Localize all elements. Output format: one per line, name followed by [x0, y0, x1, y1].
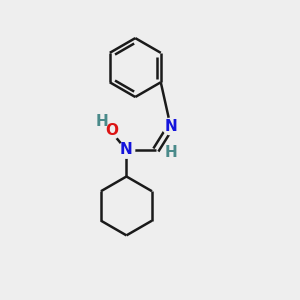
Circle shape [103, 123, 120, 139]
Circle shape [164, 146, 177, 159]
Text: N: N [120, 142, 133, 158]
Text: H: H [96, 114, 109, 129]
Text: N: N [164, 119, 177, 134]
Circle shape [162, 118, 179, 135]
Circle shape [118, 142, 135, 158]
Text: H: H [165, 146, 178, 160]
Circle shape [96, 116, 109, 129]
Text: O: O [105, 123, 118, 138]
